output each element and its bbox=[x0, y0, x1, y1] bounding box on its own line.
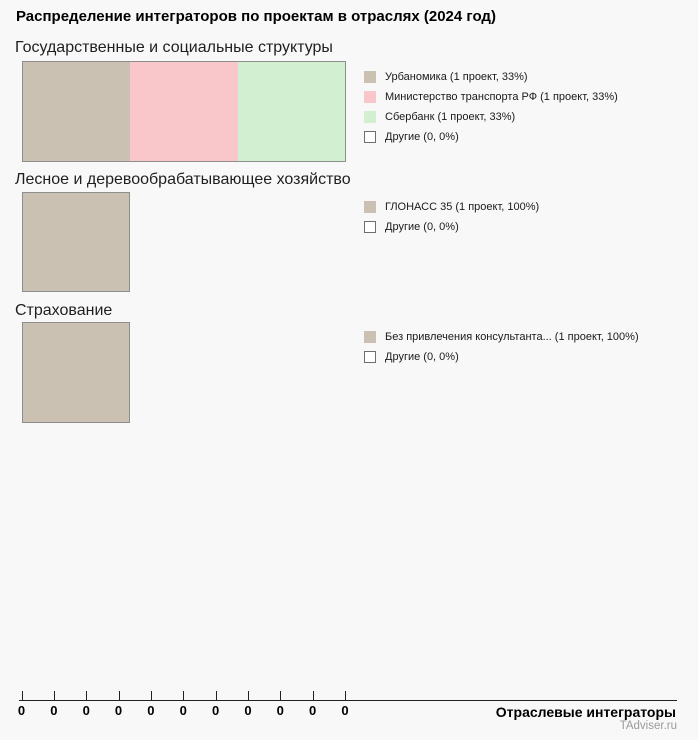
bar-forestry bbox=[22, 192, 130, 292]
legend-label: Другие (0, 0%) bbox=[385, 221, 459, 233]
axis-tick bbox=[280, 691, 282, 701]
axis-tick bbox=[312, 691, 314, 701]
legend-forestry: ГЛОНАСС 35 (1 проект, 100%) Другие (0, 0… bbox=[364, 197, 539, 237]
legend-swatch-icon bbox=[364, 221, 376, 233]
axis-tick-label: 0 bbox=[147, 703, 155, 718]
axis-tick-label: 0 bbox=[179, 703, 187, 718]
legend-item: Сбербанк (1 проект, 33%) bbox=[364, 107, 618, 127]
x-axis-title: Отраслевые интеграторы bbox=[495, 704, 676, 720]
legend-label: ГЛОНАСС 35 (1 проект, 100%) bbox=[385, 201, 540, 213]
legend-item: ГЛОНАСС 35 (1 проект, 100%) bbox=[364, 197, 539, 217]
legend-label: Сбербанк (1 проект, 33%) bbox=[385, 111, 516, 123]
bar-segment-glonass35 bbox=[23, 193, 129, 291]
axis-tick bbox=[247, 691, 249, 701]
axis-tick-label: 0 bbox=[341, 703, 349, 718]
axis-tick-label: 0 bbox=[114, 703, 123, 718]
legend-label: Урбаномика (1 проект, 33%) bbox=[385, 71, 528, 83]
axis-tick-label: 0 bbox=[244, 703, 252, 718]
legend-label: Другие (0, 0%) bbox=[385, 351, 459, 363]
axis-tick bbox=[150, 691, 152, 701]
legend-government: Урбаномика (1 проект, 33%) Министерство … bbox=[364, 67, 618, 147]
legend-item: Другие (0, 0%) bbox=[364, 347, 639, 367]
axis-tick-label: 0 bbox=[50, 703, 58, 718]
legend-item: Урбаномика (1 проект, 33%) bbox=[364, 67, 618, 87]
axis-tick bbox=[21, 691, 23, 701]
legend-item: Другие (0, 0%) bbox=[364, 217, 539, 237]
legend-item: Без привлечения консультанта... (1 проек… bbox=[364, 327, 639, 347]
bar-government bbox=[22, 61, 346, 162]
legend-swatch-icon bbox=[364, 201, 376, 213]
axis-tick-label: 0 bbox=[211, 703, 220, 718]
axis-tick bbox=[215, 691, 217, 701]
legend-swatch-icon bbox=[364, 131, 376, 143]
legend-swatch-icon bbox=[364, 331, 376, 343]
bar-segment-no-consultant bbox=[23, 323, 129, 422]
section-title-government: Государственные и социальные структуры bbox=[15, 39, 333, 56]
axis-tick bbox=[345, 691, 346, 701]
source-watermark: TAdviser.ru bbox=[619, 720, 677, 732]
legend-label: Без привлечения консультанта... (1 проек… bbox=[385, 331, 639, 343]
axis-tick bbox=[86, 691, 88, 701]
axis-tick-label: 0 bbox=[309, 703, 317, 718]
legend-swatch-icon bbox=[364, 91, 376, 103]
legend-label: Другие (0, 0%) bbox=[385, 131, 459, 143]
legend-insurance: Без привлечения консультанта... (1 проек… bbox=[364, 327, 639, 367]
legend-item: Министерство транспорта РФ (1 проект, 33… bbox=[364, 87, 618, 107]
bar-segment-sberbank bbox=[237, 62, 345, 161]
axis-tick-label: 0 bbox=[17, 703, 26, 718]
legend-swatch-icon bbox=[364, 71, 376, 83]
section-title-forestry: Лесное и деревообрабатывающее хозяйство bbox=[15, 171, 351, 188]
axis-tick bbox=[53, 691, 55, 701]
legend-swatch-icon bbox=[364, 351, 376, 363]
axis-tick bbox=[118, 691, 120, 701]
page-title: Распределение интеграторов по проектам в… bbox=[16, 8, 496, 25]
bar-segment-mintrans bbox=[130, 62, 238, 161]
axis-tick-label: 0 bbox=[82, 703, 90, 718]
x-axis-line bbox=[19, 700, 677, 701]
axis-tick-label: 0 bbox=[276, 703, 284, 718]
legend-item: Другие (0, 0%) bbox=[364, 127, 618, 147]
legend-swatch-icon bbox=[364, 111, 376, 123]
legend-label: Министерство транспорта РФ (1 проект, 33… bbox=[385, 91, 618, 103]
bar-insurance bbox=[22, 322, 130, 423]
bar-segment-urbanomika bbox=[23, 62, 131, 161]
section-title-insurance: Страхование bbox=[15, 302, 113, 319]
axis-tick bbox=[183, 691, 185, 701]
